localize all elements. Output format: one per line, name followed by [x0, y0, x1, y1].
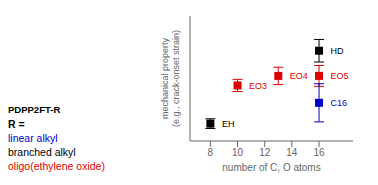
svg-text:8: 8 — [208, 147, 214, 158]
svg-text:12: 12 — [259, 147, 271, 158]
svg-text:EO3: EO3 — [249, 81, 267, 91]
html-text:branched alkyl: branched alkyl — [8, 146, 76, 158]
html-text:R =: R = — [8, 118, 25, 130]
svg-text:EO4: EO4 — [290, 71, 308, 81]
html-text:linear alkyl: linear alkyl — [8, 132, 58, 144]
svg-text:10: 10 — [232, 147, 244, 158]
svg-text:mechanical property(e.g., crac: mechanical property(e.g., crack-onset st… — [160, 30, 181, 127]
svg-text:HD: HD — [331, 46, 344, 56]
svg-text:EH: EH — [222, 119, 235, 129]
svg-text:16: 16 — [313, 147, 325, 158]
html-text:PDPP2FT-R: PDPP2FT-R — [8, 104, 61, 115]
svg-text:number of C, O atoms: number of C, O atoms — [222, 162, 320, 173]
svg-text:EO5: EO5 — [331, 71, 349, 81]
svg-text:14: 14 — [286, 147, 298, 158]
svg-text:C16: C16 — [331, 98, 348, 108]
html-text:oligo(ethylene oxide): oligo(ethylene oxide) — [8, 160, 105, 172]
